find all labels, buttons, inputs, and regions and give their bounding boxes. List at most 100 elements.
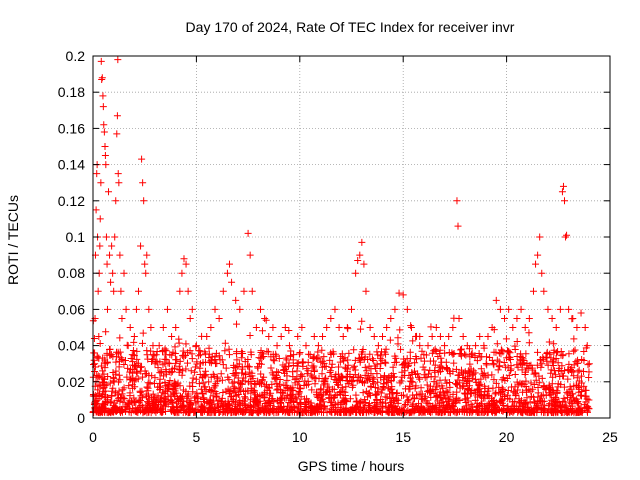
noise-point: [344, 365, 352, 373]
noise-point: [442, 363, 450, 371]
noise-point: [244, 356, 252, 364]
data-point: [298, 324, 306, 331]
data-point: [248, 287, 256, 295]
noise-point: [183, 359, 191, 367]
noise-point: [490, 406, 498, 414]
noise-point: [379, 382, 387, 390]
noise-point: [394, 399, 402, 407]
noise-point: [577, 391, 585, 399]
noise-point: [430, 378, 438, 386]
data-point: [108, 242, 116, 250]
noise-point: [560, 383, 568, 391]
noise-point: [262, 316, 270, 324]
noise-point: [92, 371, 100, 379]
noise-point: [501, 363, 509, 371]
noise-point: [502, 335, 510, 343]
data-point: [563, 231, 571, 239]
noise-point: [215, 396, 223, 404]
noise-point: [578, 379, 586, 387]
noise-point: [377, 389, 385, 397]
noise-point: [297, 371, 305, 379]
noise-point: [129, 374, 137, 382]
noise-point: [522, 399, 530, 407]
noise-point: [293, 374, 301, 382]
noise-point: [101, 398, 109, 406]
noise-point: [499, 407, 507, 415]
noise-point: [241, 393, 249, 401]
noise-point: [329, 403, 337, 411]
noise-point: [116, 394, 124, 402]
noise-point: [430, 347, 438, 355]
data-point: [407, 324, 415, 331]
noise-point: [362, 408, 370, 416]
noise-point: [244, 362, 252, 370]
data-point: [383, 324, 391, 331]
noise-point: [366, 407, 374, 415]
data-point: [501, 314, 509, 322]
noise-point: [201, 367, 209, 375]
data-point: [281, 324, 289, 331]
noise-point: [184, 390, 192, 398]
noise-point: [547, 369, 555, 377]
noise-point: [409, 337, 417, 345]
noise-point: [477, 365, 485, 373]
data-point: [424, 342, 432, 350]
data-point: [403, 305, 411, 313]
noise-point: [511, 397, 519, 405]
noise-point: [260, 394, 268, 402]
noise-point: [317, 358, 325, 366]
noise-point: [132, 363, 140, 371]
noise-point: [404, 398, 412, 406]
noise-point: [423, 381, 431, 389]
noise-point: [417, 384, 425, 392]
noise-point: [283, 376, 291, 384]
data-point: [137, 242, 145, 250]
noise-point: [255, 407, 263, 415]
noise-point: [145, 408, 153, 416]
noise-point: [315, 375, 323, 383]
noise-point: [262, 409, 270, 417]
x-tick-label: 25: [602, 429, 618, 445]
noise-point: [462, 399, 470, 407]
noise-point: [317, 386, 325, 394]
noise-point: [212, 392, 220, 400]
noise-point: [288, 394, 296, 402]
noise-point: [524, 364, 532, 372]
data-point: [163, 305, 171, 313]
noise-point: [192, 343, 200, 351]
noise-point: [127, 366, 135, 374]
noise-point: [334, 408, 342, 416]
noise-point: [121, 395, 129, 403]
noise-point: [206, 396, 214, 404]
noise-point: [371, 408, 379, 416]
noise-point: [393, 358, 401, 366]
noise-point: [530, 398, 538, 406]
noise-point: [129, 358, 137, 366]
noise-point: [406, 348, 414, 356]
data-point: [114, 170, 122, 178]
noise-point: [575, 388, 583, 396]
noise-point: [346, 395, 354, 403]
noise-point: [199, 379, 207, 387]
noise-point: [303, 365, 311, 373]
noise-point: [310, 374, 318, 382]
noise-point: [233, 356, 241, 364]
noise-point: [461, 368, 469, 376]
noise-point: [381, 358, 389, 366]
noise-point: [311, 380, 319, 388]
noise-point: [310, 362, 318, 370]
noise-point: [218, 376, 226, 384]
noise-point: [537, 405, 545, 413]
noise-point: [394, 340, 402, 348]
noise-point: [112, 358, 120, 366]
noise-point: [191, 394, 199, 402]
noise-point: [149, 397, 157, 405]
noise-point: [169, 389, 177, 397]
noise-point: [143, 383, 151, 391]
data-point: [354, 257, 362, 265]
noise-point: [543, 409, 551, 417]
data-point: [115, 179, 123, 187]
noise-point: [188, 350, 196, 358]
noise-point: [232, 406, 240, 414]
noise-point: [551, 401, 559, 409]
